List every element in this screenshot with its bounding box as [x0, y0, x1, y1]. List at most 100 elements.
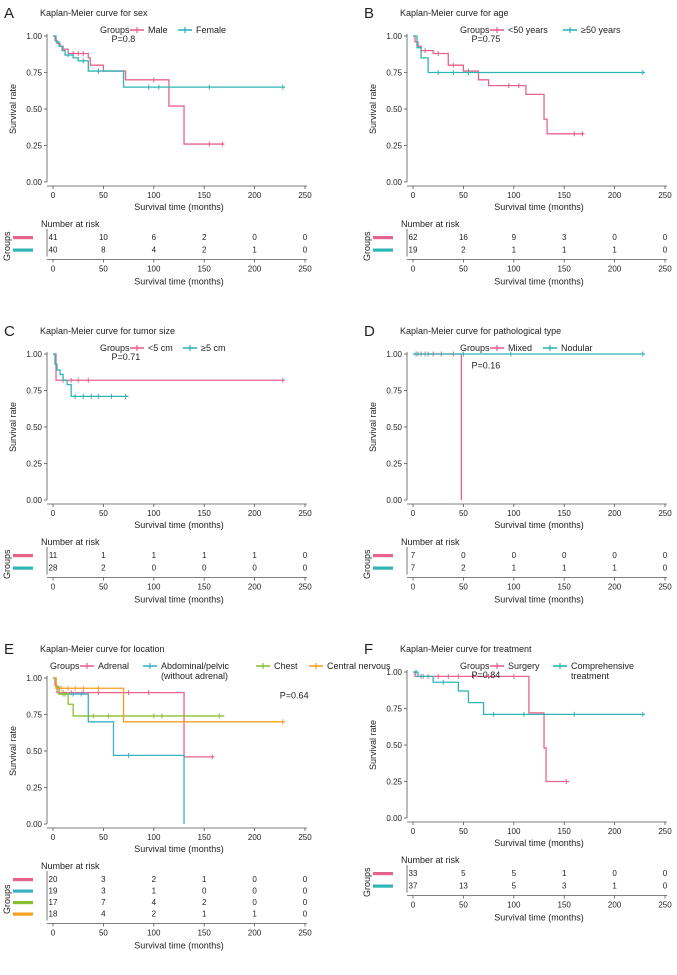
x-tick-label: 150 [198, 509, 212, 518]
p-value: P=0.8 [111, 34, 135, 44]
risk-count: 16 [459, 233, 468, 242]
x-tick-label: 0 [411, 827, 416, 836]
risk-count: 11 [49, 551, 58, 560]
chart-title: Kaplan-Meier curve for sex [40, 8, 148, 18]
risk-x-axis-label: Survival time (months) [134, 941, 224, 951]
risk-x-axis-label: Survival time (months) [494, 277, 584, 287]
risk-x-tick-label: 200 [608, 265, 622, 274]
risk-x-axis-label: Survival time (months) [494, 913, 584, 923]
km-curve [53, 677, 185, 824]
x-tick-label: 100 [507, 827, 521, 836]
risk-count: 2 [152, 910, 157, 919]
km-curve [413, 671, 645, 715]
risk-x-tick-label: 100 [147, 583, 161, 592]
risk-y-axis-label: Groups [362, 231, 372, 261]
risk-count: 7 [411, 551, 416, 560]
risk-count: 1 [152, 551, 157, 560]
km-panel-f: F Kaplan-Meier curve for treatment Groups S… [362, 641, 672, 923]
chart-title: Kaplan-Meier curve for treatment [400, 644, 532, 654]
risk-x-tick-label: 200 [248, 583, 262, 592]
x-tick-label: 50 [459, 191, 468, 200]
y-tick-label: 0.75 [26, 711, 42, 720]
x-tick-label: 0 [51, 191, 56, 200]
risk-count: 0 [461, 551, 466, 560]
y-tick-label: 0.25 [26, 784, 42, 793]
x-tick-label: 100 [147, 191, 161, 200]
x-tick-label: 100 [147, 833, 161, 842]
risk-count: 0 [303, 246, 308, 255]
x-tick-label: 250 [298, 509, 312, 518]
x-tick-label: 150 [198, 191, 212, 200]
risk-count: 0 [252, 875, 257, 884]
y-tick-label: 0.75 [26, 69, 42, 78]
risk-x-tick-label: 250 [658, 265, 672, 274]
x-tick-label: 50 [459, 827, 468, 836]
risk-count: 3 [101, 875, 106, 884]
risk-count: 1 [252, 551, 257, 560]
risk-x-tick-label: 50 [459, 901, 468, 910]
km-curve [53, 353, 285, 381]
x-tick-label: 250 [298, 191, 312, 200]
risk-count: 20 [49, 875, 58, 884]
risk-count: 6 [152, 233, 157, 242]
risk-count: 1 [202, 875, 207, 884]
risk-color-bar [373, 872, 393, 876]
panel-letter: B [364, 5, 374, 22]
risk-count: 0 [152, 564, 157, 573]
km-curve [53, 35, 285, 88]
y-tick-label: 0.00 [386, 178, 402, 187]
risk-x-tick-label: 250 [298, 583, 312, 592]
x-tick-label: 200 [248, 833, 262, 842]
risk-count: 1 [612, 246, 617, 255]
km-curve [53, 677, 285, 723]
risk-count: 0 [303, 564, 308, 573]
x-axis-label: Survival time (months) [494, 202, 584, 212]
risk-x-tick-label: 250 [298, 265, 312, 274]
legend-label: Female [196, 25, 226, 35]
km-curve [413, 35, 645, 74]
risk-count: 1 [202, 910, 207, 919]
risk-table-title: Number at risk [41, 219, 100, 229]
risk-count: 37 [409, 882, 418, 891]
risk-x-tick-label: 50 [99, 929, 108, 938]
risk-x-tick-label: 50 [99, 583, 108, 592]
risk-count: 0 [612, 551, 617, 560]
risk-count: 0 [303, 910, 308, 919]
km-curve [53, 677, 225, 717]
risk-count: 1 [512, 564, 517, 573]
x-tick-label: 250 [658, 191, 672, 200]
legend-label: Chest [274, 661, 298, 671]
km-curve [53, 35, 225, 145]
risk-count: 18 [49, 910, 58, 919]
risk-count: 8 [101, 246, 106, 255]
risk-count: 0 [663, 869, 668, 878]
legend-label: Mixed [508, 343, 532, 353]
y-tick-label: 0.75 [386, 69, 402, 78]
p-value: P=0.71 [111, 352, 140, 362]
legend-title: Groups [460, 25, 490, 35]
risk-x-tick-label: 0 [411, 583, 416, 592]
x-tick-label: 0 [51, 833, 56, 842]
legend-label: Abdominal/pelvic [161, 661, 230, 671]
panel-letter: A [4, 5, 14, 22]
y-tick-label: 0.75 [26, 387, 42, 396]
risk-count: 19 [49, 887, 58, 896]
km-curve [413, 353, 463, 500]
y-tick-label: 1.00 [26, 674, 42, 683]
x-tick-label: 50 [99, 509, 108, 518]
legend-title: Groups [50, 661, 80, 671]
legend-label: treatment [571, 671, 610, 681]
risk-count: 1 [252, 910, 257, 919]
risk-y-axis-label: Groups [362, 549, 372, 579]
risk-color-bar [373, 566, 393, 570]
y-tick-label: 0.50 [26, 423, 42, 432]
y-tick-label: 0.00 [26, 496, 42, 505]
x-tick-label: 0 [51, 509, 56, 518]
risk-table-title: Number at risk [401, 537, 460, 547]
risk-x-tick-label: 200 [248, 265, 262, 274]
risk-count: 2 [461, 246, 466, 255]
chart-title: Kaplan-Meier curve for tumor size [40, 326, 175, 336]
y-tick-label: 1.00 [26, 32, 42, 41]
risk-color-bar [13, 236, 33, 240]
risk-count: 40 [49, 246, 58, 255]
